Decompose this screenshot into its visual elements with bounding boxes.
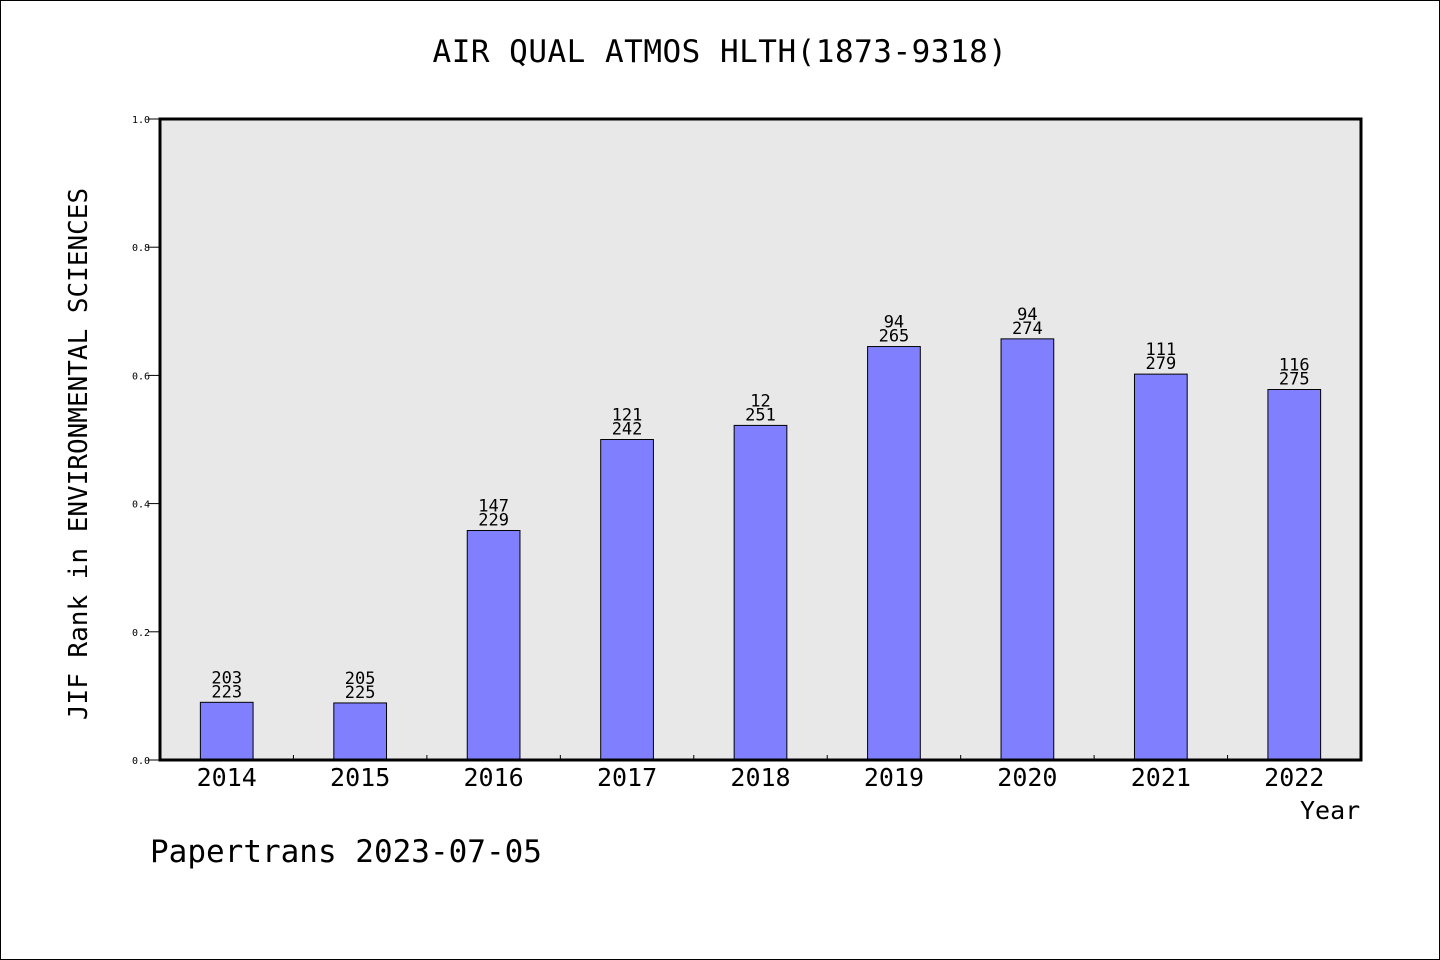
x-tick-label: 2014 xyxy=(197,763,257,792)
chart-title: AIR QUAL ATMOS HLTH(1873-9318) xyxy=(432,34,1008,70)
y-tick-label: 0.8 xyxy=(132,243,150,254)
y-tick-label: 0.2 xyxy=(132,628,150,639)
y-tick-label: 1.0 xyxy=(132,115,150,126)
x-axis-label: Year xyxy=(1300,796,1361,825)
bar xyxy=(600,439,654,761)
x-tick-label: 2016 xyxy=(464,763,524,792)
bar-rank-label: 203 xyxy=(211,668,242,688)
bar-total-label: 251 xyxy=(745,405,776,425)
bar-rank-label: 94 xyxy=(1017,305,1037,325)
footer-credit: Papertrans 2023-07-05 xyxy=(150,834,542,870)
bar xyxy=(733,424,788,761)
bar xyxy=(867,346,921,761)
bar xyxy=(466,530,521,761)
x-tick-label: 2015 xyxy=(330,763,390,792)
x-tick-label: 2021 xyxy=(1131,763,1191,792)
bar-total-label: 225 xyxy=(345,683,376,703)
x-tick-label: 2017 xyxy=(597,763,657,792)
bar-rank-label: 147 xyxy=(478,497,509,517)
bar-rank-label: 116 xyxy=(1279,356,1310,376)
bar xyxy=(1133,373,1188,761)
plot-border xyxy=(158,117,1363,762)
bar-rank-label: 94 xyxy=(884,313,904,333)
bar-total-label: 265 xyxy=(879,327,910,347)
bar-total-label: 279 xyxy=(1145,354,1176,374)
x-tick-label: 2022 xyxy=(1264,763,1324,792)
y-tick-label: 0.6 xyxy=(132,371,150,382)
bar xyxy=(1000,338,1055,761)
y-tick-label: 0.0 xyxy=(132,756,150,767)
bar xyxy=(199,701,254,761)
bar-total-label: 242 xyxy=(612,420,643,440)
x-tick-label: 2018 xyxy=(730,763,790,792)
bar-total-label: 275 xyxy=(1279,370,1310,390)
bar-total-label: 229 xyxy=(478,511,509,531)
bar xyxy=(1267,389,1322,761)
bar-rank-label: 12 xyxy=(750,391,770,411)
y-tick-label: 0.4 xyxy=(132,500,150,511)
bar-total-label: 274 xyxy=(1012,319,1043,339)
bar-rank-label: 111 xyxy=(1145,340,1176,360)
bar-rank-label: 205 xyxy=(345,669,376,689)
bar-rank-label: 121 xyxy=(612,406,643,426)
x-tick-label: 2020 xyxy=(997,763,1057,792)
bar-total-label: 223 xyxy=(211,682,242,702)
bar xyxy=(333,702,388,761)
x-tick-label: 2019 xyxy=(864,763,924,792)
